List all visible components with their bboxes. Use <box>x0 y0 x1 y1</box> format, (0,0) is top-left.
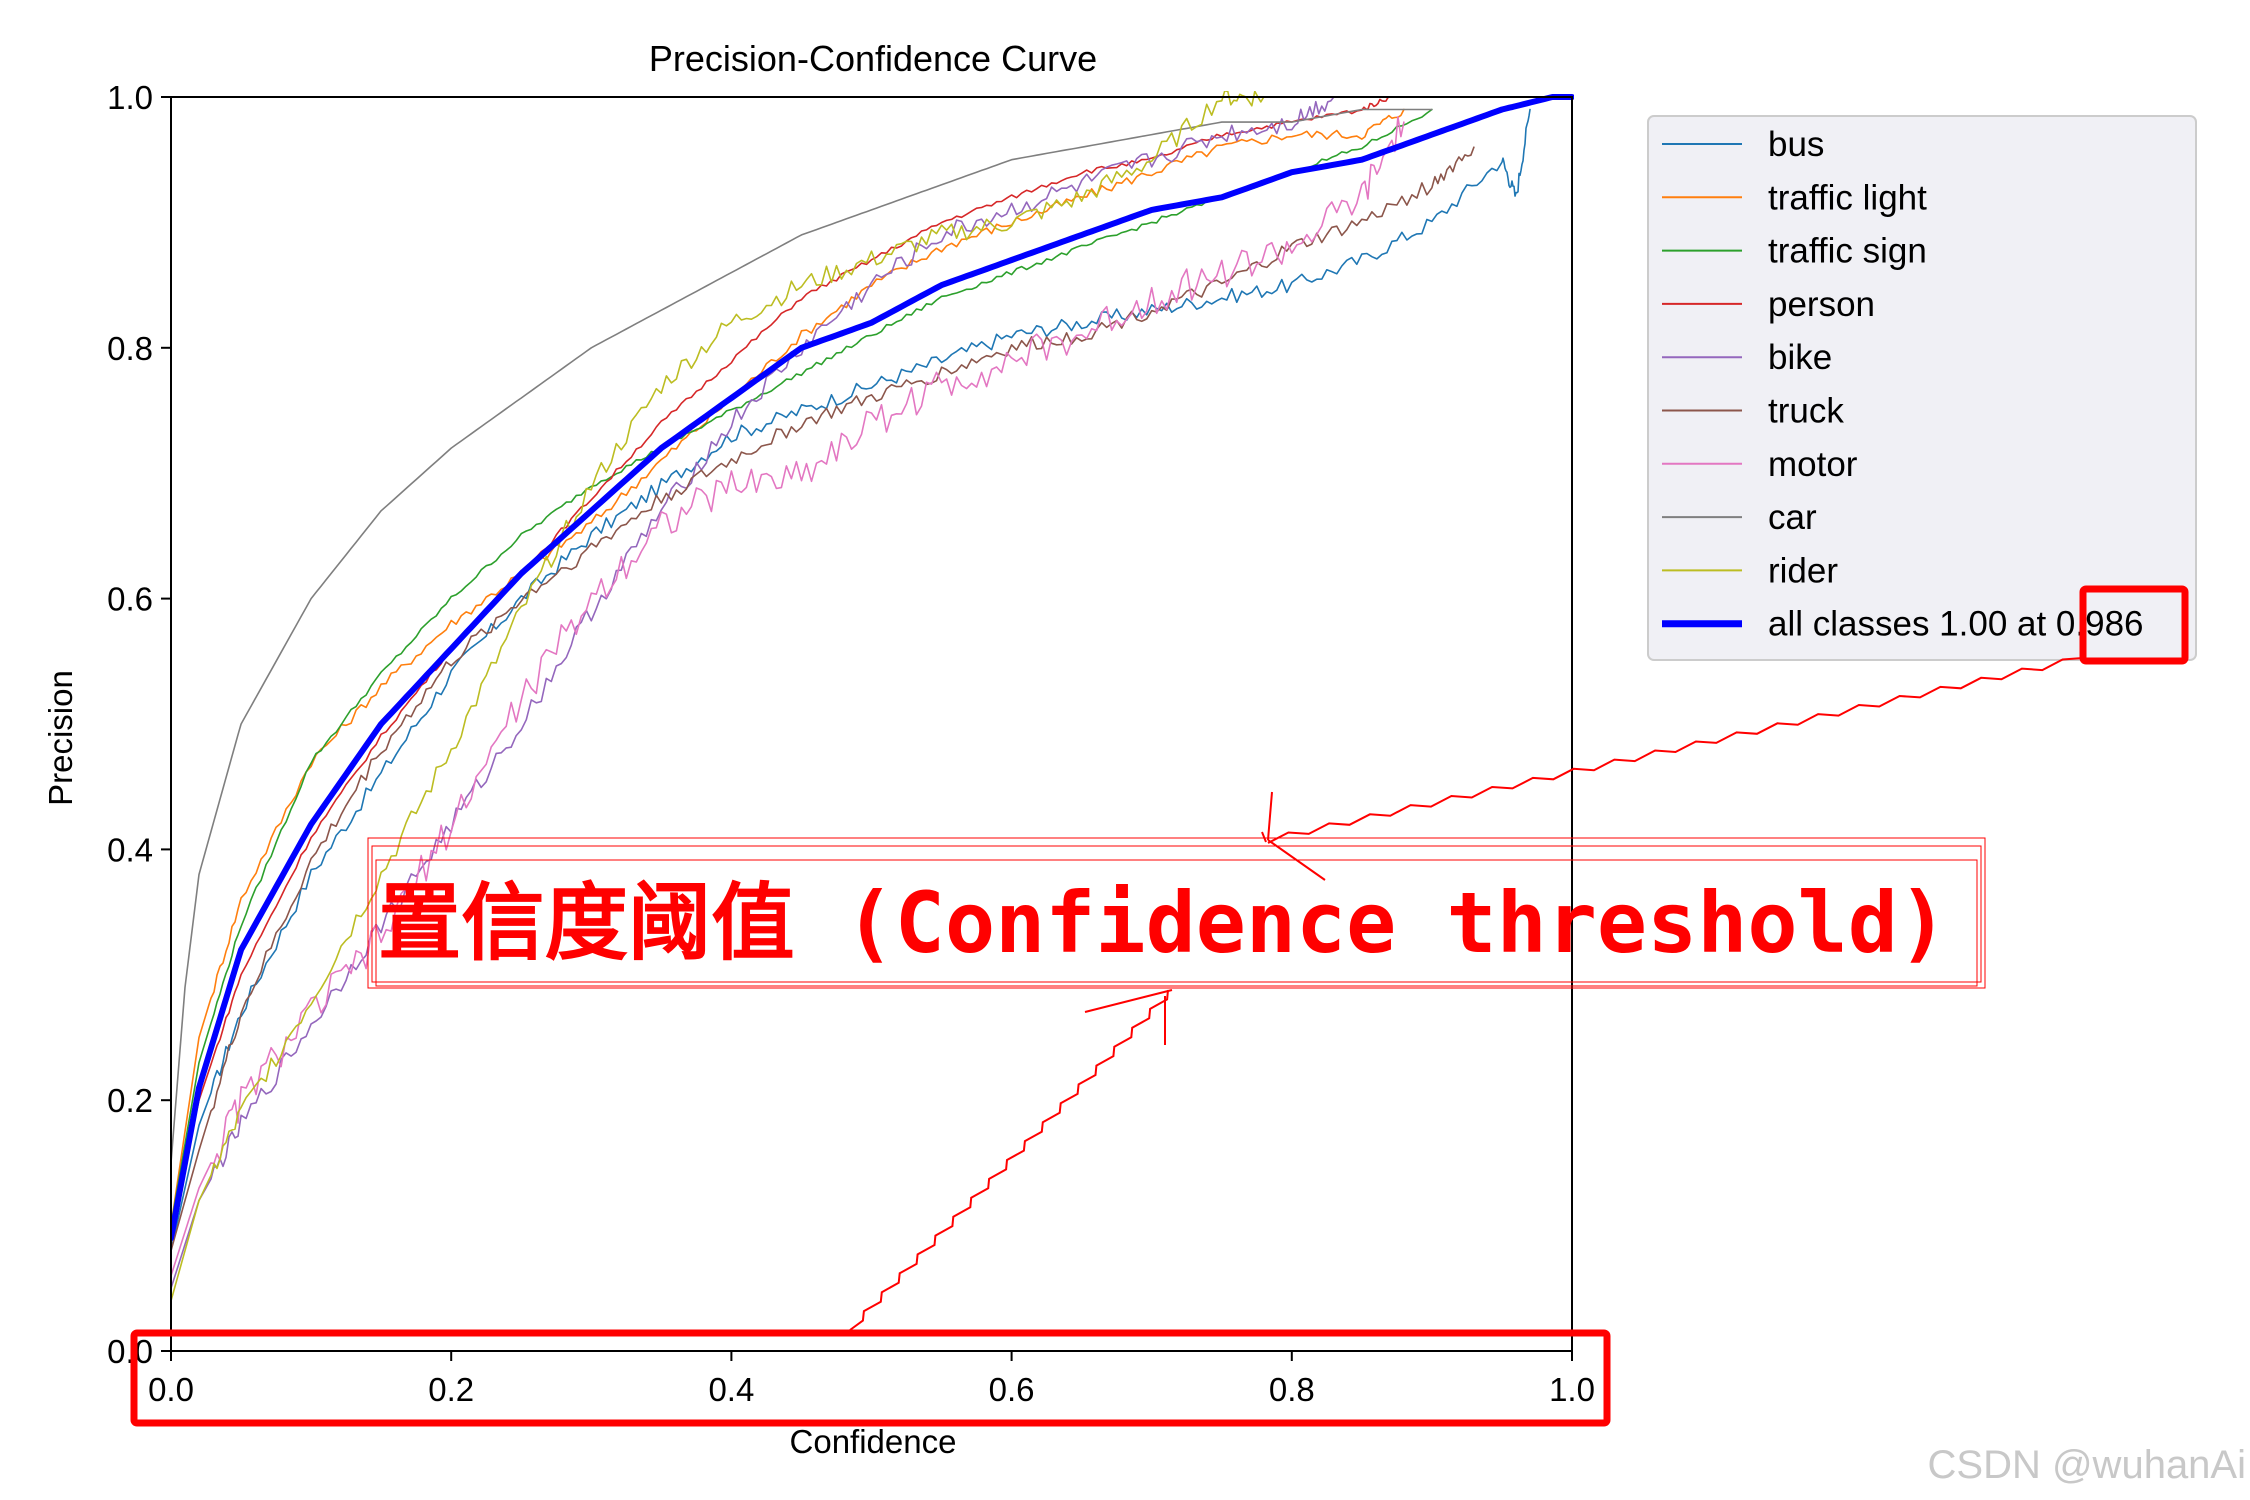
legend-label: motor <box>1768 445 1858 484</box>
annotation-text-frame <box>367 837 1986 989</box>
x-tick-label: 0.6 <box>989 1371 1035 1408</box>
y-tick-label: 0.8 <box>107 330 153 367</box>
legend-label: traffic sign <box>1768 232 1927 271</box>
annotation-arrow-lower <box>849 989 1169 1331</box>
series-line-motor <box>171 116 1405 1277</box>
axes-border <box>170 96 1573 1352</box>
y-tick-label: 0.0 <box>107 1333 153 1370</box>
series-line-rider <box>171 91 1265 1302</box>
series-line-person <box>171 96 1391 1227</box>
legend-label: bike <box>1768 338 1832 377</box>
x-axis: 0.0 0.2 0.4 0.6 0.8 1.0 <box>148 1351 1595 1408</box>
series-line-traffic <box>171 108 1405 1227</box>
legend-label: car <box>1768 498 1817 537</box>
annotation-arrowhead-upper <box>1261 791 1326 881</box>
highlight-box-x-axis <box>130 1329 1611 1427</box>
series-line-traffic <box>171 108 1433 1227</box>
legend-label: bus <box>1768 125 1824 164</box>
legend-label: person <box>1768 285 1875 324</box>
highlight-box-threshold-value <box>2079 585 2189 665</box>
chart-title: Precision-Confidence Curve <box>649 38 1097 79</box>
legend-label: truck <box>1768 392 1844 431</box>
annotation-arrow-upper <box>1267 657 2084 844</box>
plot-area <box>171 91 1574 1302</box>
series-line-bike <box>171 96 1335 1290</box>
series-line-all-all <box>171 94 1574 1242</box>
annotation-text: 置信度阈值 (Confidence threshold) <box>378 874 1948 972</box>
y-axis: 0.0 0.2 0.4 0.6 0.8 1.0 <box>107 79 171 1370</box>
legend-label: rider <box>1768 551 1838 590</box>
series-line-bus <box>171 108 1531 1252</box>
y-axis-label: Precision <box>42 670 79 806</box>
legend-box <box>1647 115 2197 661</box>
annotation-arrowhead-lower <box>1084 989 1173 1045</box>
x-axis-label: Confidence <box>790 1423 957 1460</box>
x-tick-label: 1.0 <box>1549 1371 1595 1408</box>
y-tick-label: 0.4 <box>107 831 153 868</box>
y-tick-label: 0.2 <box>107 1082 153 1119</box>
series-line-truck <box>171 146 1475 1252</box>
annotation-text-frame <box>371 845 1982 983</box>
legend-label: traffic light <box>1768 178 1927 217</box>
series-line-car <box>171 108 1433 1164</box>
y-tick-label: 1.0 <box>107 79 153 116</box>
x-tick-label: 0.2 <box>428 1371 474 1408</box>
x-tick-label: 0.0 <box>148 1371 194 1408</box>
annotation-overlay: 置信度阈值 (Confidence threshold) <box>130 585 2189 1427</box>
x-tick-label: 0.8 <box>1269 1371 1315 1408</box>
legend-label: all classes 1.00 at 0.986 <box>1768 605 2144 644</box>
axes-frame <box>170 96 1573 1352</box>
x-tick-label: 0.4 <box>708 1371 754 1408</box>
annotation-text-frame <box>375 859 1978 987</box>
watermark: CSDN @wuhanAi <box>1928 1443 2247 1487</box>
y-tick-label: 0.6 <box>107 581 153 618</box>
legend: bus traffic light traffic sign person bike tr… <box>1647 115 2197 661</box>
